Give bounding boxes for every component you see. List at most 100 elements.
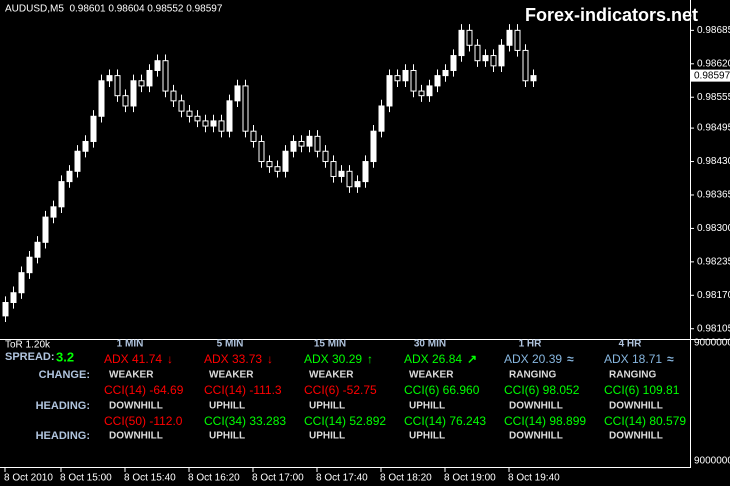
- candle-body: [290, 140, 297, 152]
- cci-value: CCI(14) -111.3: [204, 383, 282, 397]
- adx-state: WEAKER: [209, 370, 254, 381]
- adx-arrow: ≈: [667, 352, 674, 366]
- candle-body: [306, 135, 313, 147]
- candle-body: [2, 302, 9, 317]
- candle-body: [418, 90, 425, 97]
- candle-body: [26, 256, 33, 274]
- candle-body: [258, 140, 265, 163]
- cci-value: CCI(14) 98.899: [504, 414, 586, 428]
- candle-body: [354, 181, 361, 188]
- timeframe-label: 4 HR: [619, 339, 643, 350]
- adx-state: WEAKER: [409, 370, 454, 381]
- cci-value: CCI(50) -112.0: [104, 414, 183, 428]
- candle-body: [234, 85, 241, 102]
- candle-body: [194, 115, 201, 122]
- candle-body: [122, 95, 129, 107]
- adx-value: ADX 30.29: [304, 352, 362, 366]
- timeframe-label: 5 MIN: [217, 339, 244, 350]
- x-tick-label: 8 Oct 15:40: [124, 473, 176, 484]
- adx-value: ADX 20.39: [504, 352, 562, 366]
- candle-body: [490, 55, 497, 67]
- adx-state: WEAKER: [309, 370, 354, 381]
- heading: DOWNHILL: [109, 401, 163, 412]
- heading: UPHILL: [209, 401, 245, 412]
- heading: UPHILL: [409, 401, 445, 412]
- candle-body: [250, 130, 257, 142]
- candle-body: [218, 120, 225, 132]
- candle-body: [394, 75, 401, 82]
- y-tick-label: 0.98685: [697, 25, 730, 36]
- x-tick-label: 8 Oct 18:20: [380, 473, 432, 484]
- candle-body: [178, 100, 185, 112]
- candle-body: [466, 29, 473, 46]
- candle-body: [450, 55, 457, 71]
- adx-value: ADX 41.74: [104, 352, 162, 366]
- candle-body: [458, 29, 465, 57]
- candle-body: [434, 75, 441, 87]
- candle-body: [274, 166, 281, 172]
- y-tick-label: 0.98620: [697, 58, 730, 69]
- timeframe-label: 1 MIN: [117, 339, 144, 350]
- spread-value: 3.2: [56, 349, 74, 364]
- y-tick-label: 0.98430: [697, 156, 730, 167]
- x-tick-label: 8 Oct 17:00: [252, 473, 304, 484]
- heading: UPHILL: [309, 431, 345, 442]
- y-tick-label: 0.98235: [697, 257, 730, 268]
- candle-body: [498, 44, 505, 67]
- x-tick-label: 8 Oct 15:00: [60, 473, 112, 484]
- heading: DOWNHILL: [109, 431, 163, 442]
- adx-arrow: ↓: [267, 352, 273, 366]
- candle-body: [50, 206, 57, 218]
- x-tick-label: 8 Oct 19:40: [508, 473, 560, 484]
- candle-body: [266, 161, 273, 168]
- x-tick-label: 8 Oct 2010: [4, 473, 53, 484]
- candle-body: [346, 170, 353, 188]
- adx-value: ADX 33.73: [204, 352, 262, 366]
- y-tick-label: 0.98555: [697, 92, 730, 103]
- row-label: CHANGE:: [39, 369, 90, 381]
- candle-body: [42, 216, 49, 243]
- heading: DOWNHILL: [609, 431, 663, 442]
- candle-body: [402, 69, 409, 82]
- candle-body: [226, 100, 233, 132]
- x-tick-label: 8 Oct 16:20: [188, 473, 240, 484]
- candle-body: [522, 49, 529, 82]
- candle-body: [106, 75, 113, 82]
- candle-body: [18, 272, 25, 294]
- candle-body: [202, 120, 209, 127]
- candle-body: [210, 120, 217, 127]
- y-tick-label: 0.98365: [697, 190, 730, 201]
- adx-arrow: ↑: [367, 352, 373, 366]
- candle-body: [338, 170, 345, 177]
- candle-body: [426, 85, 433, 97]
- heading: DOWNHILL: [509, 431, 563, 442]
- cci-value: CCI(6) 98.052: [504, 383, 580, 397]
- candle-body: [66, 170, 73, 183]
- heading: UPHILL: [209, 431, 245, 442]
- y-tick-label: 0.98105: [697, 323, 730, 334]
- candle-body: [90, 115, 97, 142]
- candle-body: [162, 60, 169, 92]
- row-label: HEADING:: [36, 400, 90, 412]
- adx-state: RANGING: [509, 370, 556, 381]
- candle-body: [370, 130, 377, 163]
- cci-value: CCI(14) 80.579: [604, 414, 686, 428]
- cci-value: CCI(6) 109.81: [604, 383, 680, 397]
- tor-label: ToR 1.20k: [5, 340, 51, 351]
- candle-body: [146, 69, 153, 87]
- candle-body: [10, 292, 17, 304]
- candle-body: [154, 60, 161, 71]
- candle-body: [506, 29, 513, 46]
- timeframe-label: 1 HR: [519, 339, 543, 350]
- candle-body: [362, 161, 369, 183]
- watermark: Forex-indicators.net: [525, 5, 698, 25]
- adx-value: ADX 26.84: [404, 352, 462, 366]
- candle-body: [130, 80, 137, 107]
- adx-arrow: ≈: [567, 352, 574, 366]
- candle-body: [322, 150, 329, 163]
- adx-state: WEAKER: [109, 370, 154, 381]
- cci-value: CCI(6) 66.960: [404, 383, 480, 397]
- candle-body: [514, 29, 521, 51]
